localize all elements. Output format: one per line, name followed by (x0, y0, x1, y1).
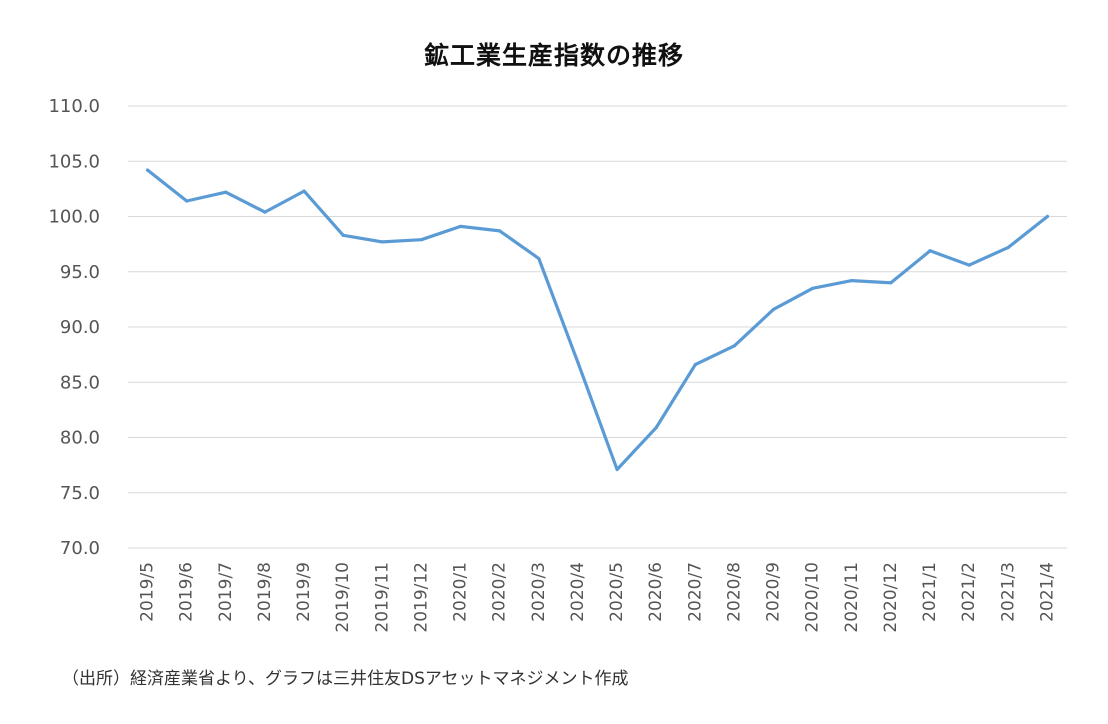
x-tick-label: 2021/3 (998, 562, 1018, 622)
x-tick-label: 2020/4 (568, 562, 588, 622)
series-line (146, 168, 1050, 472)
y-axis-tick-labels: 70.0 75.0 80.0 85.0 90.0 95.0 100.0 105.0 110.0 (48, 96, 100, 559)
data-point (889, 281, 893, 285)
x-tick-label: 2020/7 (685, 562, 705, 622)
data-point (498, 229, 502, 233)
x-tick-label: 2020/1 (451, 562, 471, 622)
y-tick-label: 90.0 (60, 317, 100, 338)
x-tick-label: 2021/2 (959, 562, 979, 622)
data-point (302, 189, 306, 193)
data-point (341, 233, 345, 237)
data-point (693, 362, 697, 367)
y-tick-label: 100.0 (48, 207, 100, 228)
data-point (1006, 245, 1010, 250)
x-tick-label: 2019/5 (138, 562, 158, 622)
chart-title: 鉱工業生産指数の推移 (423, 41, 684, 70)
x-tick-label: 2020/8 (724, 562, 744, 622)
data-point (224, 190, 228, 194)
y-tick-label: 95.0 (60, 262, 100, 283)
y-tick-label: 80.0 (60, 428, 100, 449)
data-point (850, 278, 854, 283)
y-tick-label: 110.0 (48, 96, 100, 117)
data-point (732, 344, 737, 348)
data-point (145, 168, 150, 172)
x-tick-label: 2020/6 (646, 562, 666, 622)
x-tick-label: 2020/3 (529, 562, 549, 622)
data-point (1045, 214, 1050, 219)
y-tick-label: 70.0 (60, 538, 100, 559)
y-tick-label: 85.0 (60, 372, 100, 393)
series-lines (145, 168, 1050, 472)
gridlines (128, 105, 1067, 549)
data-point (263, 210, 267, 214)
x-tick-label: 2020/12 (881, 562, 901, 633)
x-tick-label: 2021/4 (1037, 562, 1057, 622)
data-point (771, 307, 776, 311)
data-point (419, 238, 424, 242)
x-tick-label: 2019/6 (177, 562, 197, 622)
data-point (928, 249, 932, 253)
data-point (537, 256, 541, 261)
x-tick-label: 2020/10 (803, 562, 823, 633)
x-tick-label: 2019/8 (255, 562, 275, 622)
x-tick-label: 2019/10 (333, 562, 353, 633)
y-tick-label: 105.0 (48, 151, 100, 172)
x-tick-label: 2019/9 (294, 562, 314, 622)
x-tick-label: 2021/1 (920, 562, 940, 622)
data-point (615, 467, 619, 472)
data-point (458, 224, 463, 229)
x-tick-label: 2020/9 (764, 562, 784, 622)
data-point (654, 425, 658, 430)
x-tick-label: 2019/11 (372, 562, 392, 633)
source-note: （出所）経済産業省より、グラフは三井住友DSアセットマネジメント作成 (62, 669, 629, 689)
x-tick-label: 2020/11 (842, 562, 862, 633)
data-point (185, 199, 189, 203)
data-point (811, 286, 815, 290)
x-tick-label: 2020/2 (490, 562, 510, 622)
y-tick-label: 75.0 (60, 483, 100, 504)
data-point (967, 263, 971, 267)
x-tick-label: 2020/5 (607, 562, 627, 622)
x-tick-label: 2019/7 (216, 562, 236, 622)
x-axis-tick-labels: 2019/5 2019/6 2019/7 2019/8 2019/9 2019/10 201… (138, 562, 1058, 633)
data-point (380, 240, 384, 244)
x-tick-label: 2019/12 (411, 562, 431, 633)
data-point (576, 360, 580, 364)
